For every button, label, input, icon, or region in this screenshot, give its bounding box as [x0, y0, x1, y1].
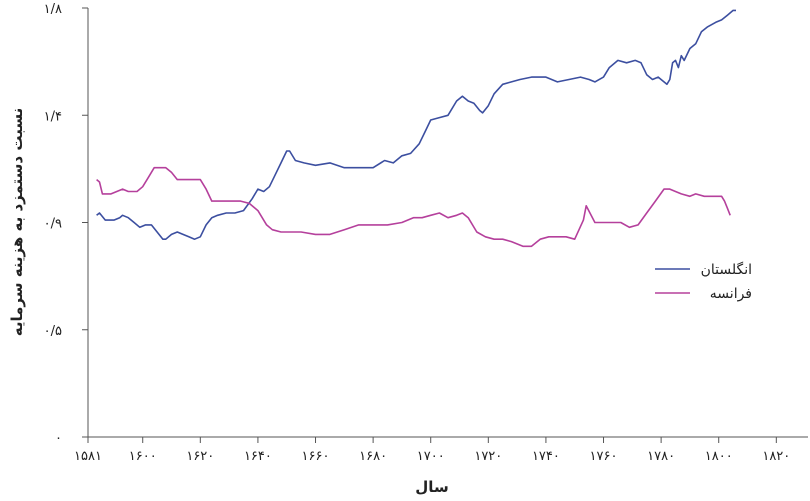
plot-area: ۰ ۰/۵ ۰/۹ ۱/۴ ۱/۸ ۱۵۸۱ ۱۶۰۰ ۱۶۲۰ ۱۶۴۰ ۱۶۶۰ ۱۶۸۰ ۱۷…: [44, 2, 808, 464]
y-tick-label: ۱/۸: [44, 2, 62, 17]
x-tick-label: ۱۷۸۰: [647, 449, 675, 464]
x-tick-label: ۱۷۴۰: [532, 449, 560, 464]
y-tick-label: ۰/۵: [44, 324, 62, 339]
y-axis-title: نسبت دستمزد به هزینه سرمایه: [8, 108, 26, 337]
y-tick-label: ۰/۹: [44, 217, 62, 232]
x-ticks: ۱۵۸۱ ۱۶۰۰ ۱۶۲۰ ۱۶۴۰ ۱۶۶۰ ۱۶۸۰ ۱۷۰۰ ۱۷۲۰ ۱۷۴۰ ۱۷۶۰…: [74, 437, 790, 464]
x-tick-label: ۱۵۸۱: [74, 449, 102, 464]
x-tick-label: ۱۶۰۰: [129, 449, 157, 464]
x-tick-label: ۱۶۲۰: [186, 449, 214, 464]
x-tick-label: ۱۶۴۰: [244, 449, 272, 464]
series-line-0: [96, 9, 736, 240]
y-ticks: ۰ ۰/۵ ۰/۹ ۱/۴ ۱/۸: [44, 2, 88, 446]
x-axis-title: سال: [415, 478, 448, 496]
y-tick-label: ۰: [55, 431, 62, 446]
legend: انگلستان فرانسه: [655, 261, 752, 302]
x-tick-label: ۱۶۶۰: [302, 449, 330, 464]
x-tick-label: ۱۸۰۰: [705, 449, 733, 464]
x-tick-label: ۱۷۲۰: [474, 449, 502, 464]
legend-label-1: فرانسه: [710, 286, 752, 302]
x-tick-label: ۱۸۲۰: [762, 449, 790, 464]
x-tick-label: ۱۷۰۰: [417, 449, 445, 464]
y-tick-label: ۱/۴: [44, 109, 62, 124]
x-tick-label: ۱۶۸۰: [359, 449, 387, 464]
x-tick-label: ۱۷۶۰: [590, 449, 618, 464]
series-line-1: [96, 166, 731, 248]
legend-label-0: انگلستان: [701, 261, 752, 278]
series-lines: [96, 9, 736, 248]
